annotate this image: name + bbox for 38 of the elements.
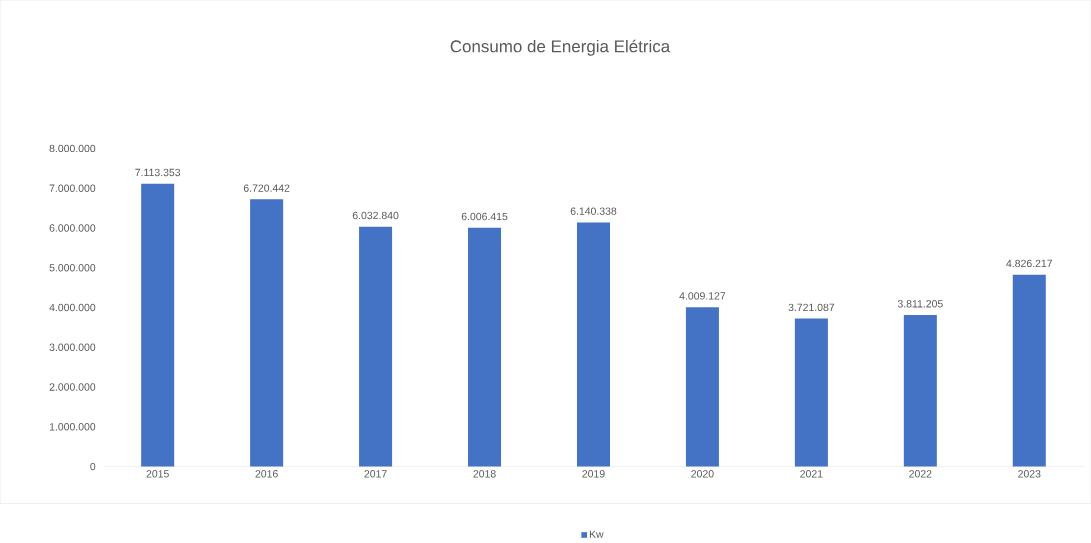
bar	[141, 183, 175, 467]
bar	[794, 318, 828, 467]
bar	[576, 222, 610, 467]
y-tick-label: 7.000.000	[49, 184, 96, 192]
data-label: 3.811.205	[897, 299, 943, 308]
y-tick-label: 0	[90, 462, 96, 471]
bar	[1012, 274, 1046, 467]
y-tick-label: 4.000.000	[49, 303, 96, 312]
x-tick-label: 2019	[582, 469, 605, 478]
y-tick-label: 5.000.000	[49, 263, 96, 272]
chart-title: Consumo de Energia Elétrica	[450, 39, 671, 56]
data-label: 7.113.353	[135, 168, 181, 176]
x-tick-label: 2018	[473, 469, 496, 478]
bar	[359, 226, 393, 467]
x-tick-label: 2020	[691, 469, 714, 478]
y-tick-label: 2.000.000	[49, 383, 96, 391]
bar	[903, 314, 937, 467]
x-tick-label: 2017	[364, 469, 387, 478]
x-tick-label: 2015	[146, 469, 169, 478]
bar	[685, 306, 719, 467]
data-label: 4.009.127	[679, 292, 726, 300]
data-label: 6.720.442	[243, 184, 290, 192]
bar	[250, 199, 284, 467]
y-tick-label: 3.000.000	[49, 343, 96, 351]
data-label: 6.006.415	[461, 212, 508, 221]
x-tick-label: 2023	[1018, 469, 1041, 478]
data-label: 4.826.217	[1006, 259, 1053, 267]
y-tick-label: 8.000.000	[49, 144, 96, 152]
x-tick-label: 2021	[800, 469, 823, 478]
y-tick-label: 1.000.000	[49, 422, 96, 431]
bar	[468, 227, 502, 467]
y-tick-label: 6.000.000	[49, 224, 96, 232]
legend-label: Kw	[589, 530, 604, 538]
data-label: 6.032.840	[352, 211, 399, 219]
x-tick-label: 2016	[255, 469, 278, 478]
data-label: 3.721.087	[788, 303, 835, 311]
x-tick-label: 2022	[909, 469, 932, 478]
data-label: 6.140.338	[570, 207, 617, 215]
